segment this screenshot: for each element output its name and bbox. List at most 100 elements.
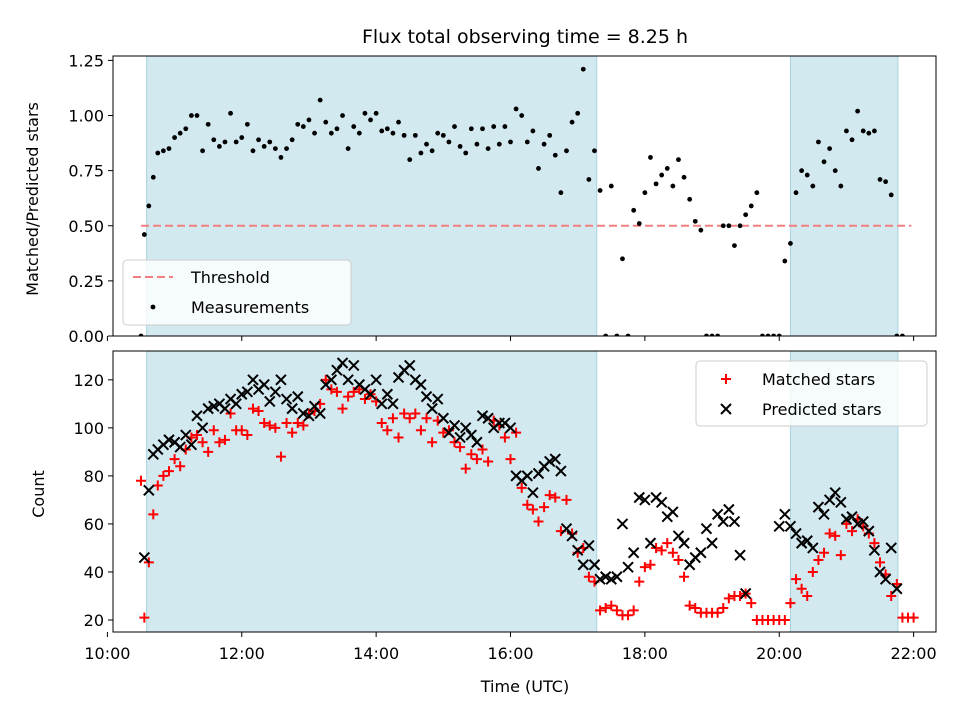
measurement-point	[155, 150, 161, 156]
matched-star-point	[483, 456, 494, 467]
measurement-point	[491, 124, 497, 129]
matched-star-point	[320, 374, 331, 385]
measurement-point	[250, 148, 256, 154]
measurement-point	[379, 128, 385, 134]
matched-star-point	[600, 602, 611, 613]
predicted-star-point	[784, 520, 797, 533]
measurement-point	[648, 155, 653, 160]
measurement-point	[552, 152, 558, 158]
matched-star-point	[242, 430, 253, 441]
measurement-point	[351, 124, 357, 129]
matched-star-point	[214, 437, 225, 448]
measurement-point	[754, 190, 760, 196]
count-panel: 20 40 60 80 100 120 10:00 12:00 14:00 16:00 18:00 2…	[73, 350, 937, 663]
matched-star-point	[253, 406, 264, 417]
predicted-star-point	[695, 547, 707, 559]
predicted-star-point	[138, 551, 151, 564]
measurement-point	[312, 130, 317, 136]
matched-star-point	[219, 434, 230, 445]
y-tick-label: 0.75	[68, 162, 104, 181]
matched-star-point	[785, 598, 796, 609]
measurement-point	[384, 126, 390, 132]
predicted-star-point	[342, 374, 354, 386]
predicted-star-point	[566, 530, 578, 542]
measurement-point	[446, 139, 452, 145]
measurement-point	[317, 97, 323, 103]
predicted-star-point	[292, 390, 304, 403]
measurement-point	[838, 183, 844, 189]
predicted-star-point	[846, 511, 858, 523]
measurement-point	[508, 139, 513, 145]
matched-star-point	[270, 422, 281, 433]
measurement-point	[300, 124, 306, 129]
measurement-point	[480, 126, 485, 132]
measurement-point	[810, 183, 816, 189]
measurement-point	[692, 218, 698, 224]
predicted-star-point	[336, 357, 349, 369]
measurement-point	[760, 333, 765, 336]
measurement-point	[564, 148, 569, 154]
x-tick-label: 18:00	[622, 644, 668, 663]
predicted-star-point	[482, 412, 494, 424]
matched-star-point	[148, 509, 159, 520]
predicted-star-point	[555, 465, 567, 477]
measurement-point	[306, 117, 312, 123]
measurement-point	[172, 135, 177, 140]
matched-star-point	[511, 427, 522, 438]
matched-star-point	[718, 602, 729, 613]
measurement-point	[261, 143, 267, 149]
predicted-star-point	[376, 398, 388, 410]
measurement-point	[328, 130, 334, 136]
predicted-star-point	[247, 374, 259, 386]
matched-star-point	[835, 550, 846, 561]
measurement-point	[720, 223, 726, 229]
predicted-star-point	[448, 419, 461, 432]
measurement-point	[844, 128, 849, 134]
predicted-star-point	[180, 429, 192, 441]
measurement-point	[765, 333, 771, 336]
legend-threshold-label: Threshold	[190, 268, 270, 287]
legend-measurements-label: Measurements	[191, 298, 309, 317]
matched-star-point	[673, 554, 684, 565]
y-tick-label: 80	[84, 467, 104, 486]
predicted-star-point	[415, 378, 427, 391]
matched-star-point	[158, 470, 169, 481]
predicted-star-point	[818, 508, 830, 521]
measurement-point	[474, 141, 480, 147]
predicted-star-point	[364, 388, 377, 400]
measurement-point	[676, 157, 681, 163]
predicted-star-point	[622, 561, 634, 573]
predicted-star-point	[588, 559, 601, 571]
predicted-star-point	[314, 407, 326, 420]
measurement-point	[412, 132, 418, 138]
measurement-point	[726, 223, 732, 229]
matched-star-point	[908, 612, 919, 623]
matched-star-point	[819, 547, 830, 558]
predicted-star-point	[891, 583, 903, 595]
measurement-point	[200, 148, 205, 154]
matched-star-point	[438, 427, 449, 438]
matched-star-point	[163, 466, 174, 477]
measurement-point	[222, 139, 228, 145]
legend-matched-label: Matched stars	[762, 370, 875, 389]
y-tick-label: 120	[73, 371, 104, 390]
measurement-point	[233, 139, 239, 145]
measurement-point	[390, 130, 396, 136]
measurement-point	[704, 333, 709, 336]
matched-star-point	[712, 607, 723, 618]
predicted-star-point	[879, 573, 892, 585]
predicted-star-point	[521, 470, 534, 482]
matched-star-point	[639, 562, 650, 573]
predicted-star-point	[381, 388, 394, 400]
matched-star-point	[505, 454, 516, 465]
matched-star-point	[259, 418, 270, 429]
matched-star-point	[410, 408, 421, 419]
measurement-point	[334, 126, 340, 132]
measurement-point	[631, 207, 637, 213]
matched-star-point	[471, 454, 482, 465]
measurement-point	[732, 243, 737, 249]
matched-star-point	[533, 516, 544, 527]
measurement-point	[146, 203, 152, 209]
predicted-star-point	[706, 537, 718, 549]
measurement-point	[194, 113, 200, 118]
